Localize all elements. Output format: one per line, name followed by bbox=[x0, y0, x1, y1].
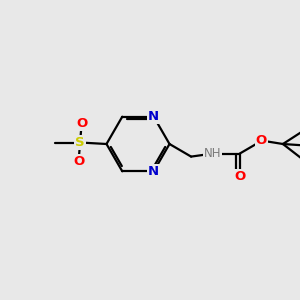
Text: O: O bbox=[256, 134, 267, 148]
Text: N: N bbox=[148, 110, 159, 123]
Text: O: O bbox=[234, 169, 245, 183]
Text: O: O bbox=[73, 154, 84, 168]
Text: S: S bbox=[75, 136, 85, 149]
Text: NH: NH bbox=[204, 147, 221, 160]
Text: O: O bbox=[76, 117, 87, 130]
Text: N: N bbox=[148, 165, 159, 178]
